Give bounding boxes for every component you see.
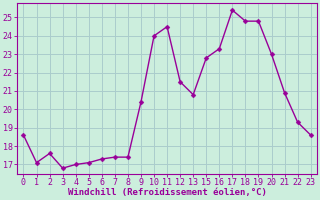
X-axis label: Windchill (Refroidissement éolien,°C): Windchill (Refroidissement éolien,°C) [68,188,267,197]
